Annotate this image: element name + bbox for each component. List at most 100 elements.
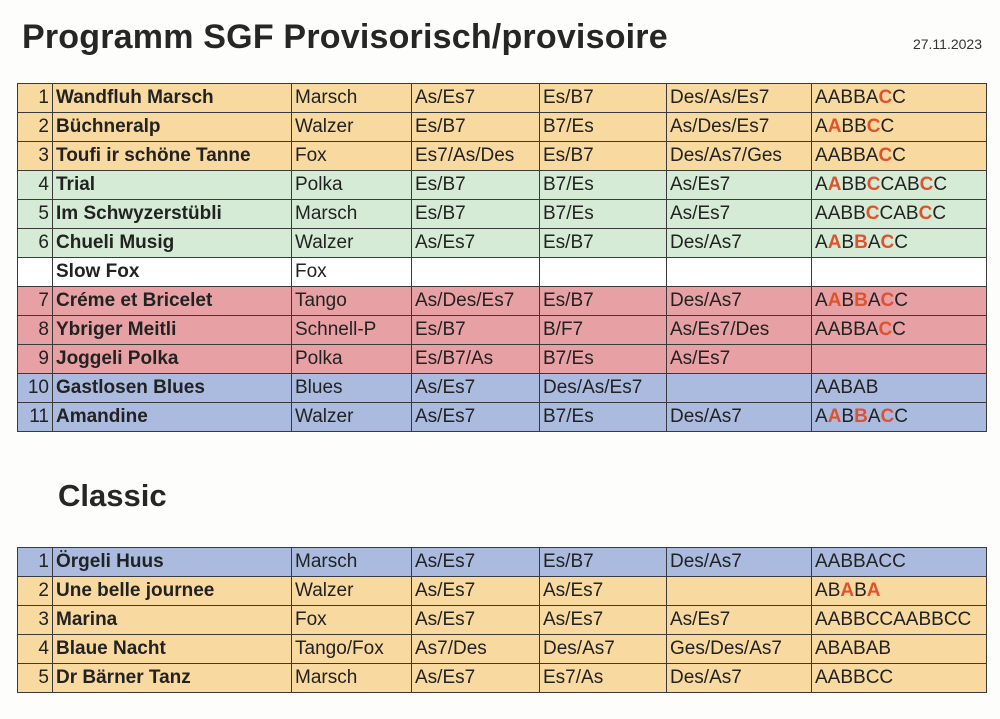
key-part-2: Es/B7 [539,228,667,258]
dance-type: Walzer [291,402,412,432]
key-part-3: Des/As7 [666,402,812,432]
form-symbol: B [841,174,855,195]
form-symbol: A [827,290,842,311]
form-symbol: B [853,203,866,224]
form-symbol: A [827,116,842,137]
dance-type: Marsch [291,83,412,113]
form-symbol: A [867,406,881,427]
key-part-3: Des/As7/Ges [666,141,812,171]
table-row: 7 Créme et Bricelet Tango As/Des/Es7 Es/B7 De… [17,286,987,316]
table-row: 3 Toufi ir schöne Tanne Fox Es7/As/Des Es/B7… [17,141,987,171]
form-symbol: A [827,174,842,195]
key-part-3: As/Es7/Des [666,315,812,345]
table-row: 4 Trial Polka Es/B7 B7/Es As/Es7 AABBCCABCC [17,170,987,200]
document-date: 27.11.2023 [912,36,982,52]
form-symbol: A [815,116,828,137]
form-symbol: A [894,174,907,195]
dance-type: Schnell-P [291,315,412,345]
table-row: 5 Im Schwyzerstübli Marsch Es/B7 B7/Es As/Es7… [17,199,987,229]
piece-title: Amandine [52,402,292,432]
form-symbol: B [841,116,855,137]
form-symbol: B [854,232,868,253]
form-symbol: B [854,290,868,311]
form-symbol: B [906,174,920,195]
piece-title: Wandfluh Marsch [52,83,292,113]
row-number [17,257,53,287]
form-symbol: A [815,87,828,108]
form-symbol: B [853,145,866,166]
form-structure: AABBACC [811,315,987,345]
piece-title: Ybriger Meitli [52,315,292,345]
form-structure: AABBACC [811,286,987,316]
form-symbol: C [919,174,934,195]
piece-title: Blaue Nacht [52,634,292,664]
form-structure: ABABA [811,576,987,606]
form-structure: AABAB [811,373,987,403]
key-part-3: As/Des/Es7 [666,112,812,142]
form-symbol: A [840,580,855,601]
key-part-2: Es/B7 [539,547,667,577]
page-title: Programm SGF Provisorisch/provisoire [22,18,668,56]
form-structure: AABBCCABCC [811,199,987,229]
form-symbol: A [815,580,828,601]
piece-title: Toufi ir schöne Tanne [52,141,292,171]
form-symbol: C [880,406,895,427]
table-row: 4 Blaue Nacht Tango/Fox As7/Des Des/As7 Ges/D… [17,634,987,664]
dance-type: Tango [291,286,412,316]
table-row: 1 Örgeli Huus Marsch As/Es7 Es/B7 Des/As7 AABB… [17,547,987,577]
dance-type: Walzer [291,576,412,606]
key-part-1: Es/B7 [411,199,540,229]
form-symbol: A [827,203,841,224]
key-part-2: B7/Es [539,170,667,200]
form-symbol: C [880,232,895,253]
piece-title: Örgeli Huus [52,547,292,577]
form-structure [811,257,987,287]
key-part-1: As/Es7 [411,547,540,577]
key-part-1: As/Es7 [411,605,540,635]
form-symbol: A [865,145,879,166]
form-structure: AABBCC [811,663,987,693]
form-structure: AABBACC [811,547,987,577]
key-part-3: As/Es7 [666,605,812,635]
form-symbol: A [815,174,828,195]
key-part-2 [539,257,667,287]
row-number: 1 [17,547,53,577]
form-symbol: C [878,145,893,166]
key-part-3 [666,373,812,403]
row-number: 5 [17,663,53,693]
form-structure: AABBACC [811,228,987,258]
form-symbol: C [932,203,947,224]
form-structure [811,344,987,374]
piece-title: Une belle journee [52,576,292,606]
row-number: 4 [17,170,53,200]
key-part-3: Des/As7 [666,663,812,693]
row-number: 1 [17,83,53,113]
form-symbol: B [840,87,854,108]
form-symbol: A [867,290,881,311]
piece-title: Marina [52,605,292,635]
form-symbol: C [866,116,881,137]
dance-type: Tango/Fox [291,634,412,664]
dance-type: Blues [291,373,412,403]
key-part-3: As/Es7 [666,344,812,374]
dance-type: Fox [291,257,412,287]
row-number: 7 [17,286,53,316]
table-row: 9 Joggeli Polka Polka Es/B7/As B7/Es As/Es7 [17,344,987,374]
form-symbol: A [866,580,881,601]
form-symbol: A [815,290,828,311]
form-symbol: A [827,87,841,108]
dance-type: Walzer [291,112,412,142]
form-symbol: B [854,116,867,137]
form-symbol: A [815,319,828,340]
dance-type: Marsch [291,547,412,577]
classic-heading: Classic [58,478,167,513]
form-symbol: C [933,174,948,195]
row-number: 3 [17,141,53,171]
form-symbol: B [827,580,841,601]
row-number: 5 [17,199,53,229]
key-part-1: As/Es7 [411,228,540,258]
form-symbol: C [918,203,933,224]
key-part-1: As/Es7 [411,402,540,432]
form-symbol: C [892,319,906,340]
key-part-3: As/Es7 [666,170,812,200]
